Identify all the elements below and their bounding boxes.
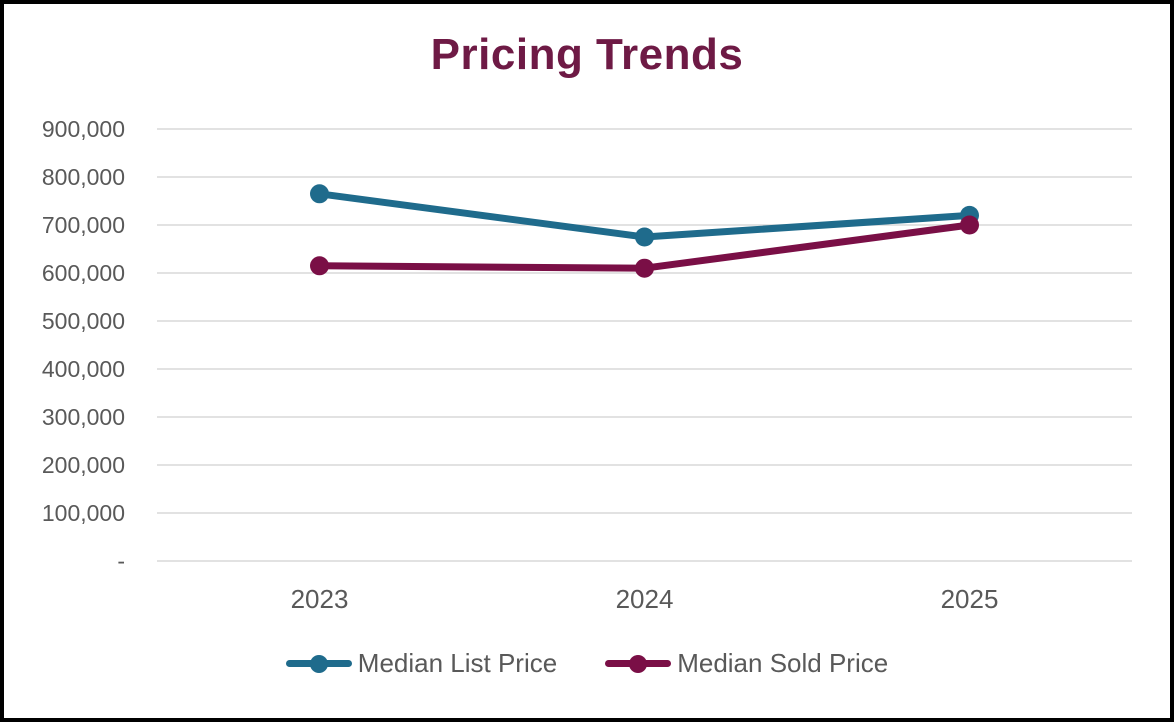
data-point-marker <box>310 256 329 276</box>
x-axis-category-label: 2024 <box>616 584 674 614</box>
y-axis-tick-label: 900,000 <box>42 116 125 142</box>
data-point-marker <box>635 227 654 247</box>
legend-label: Median Sold Price <box>677 648 889 678</box>
data-point-marker <box>960 215 979 235</box>
y-axis-tick-label: 400,000 <box>42 356 125 382</box>
legend-item-median-list-price: Median List Price <box>285 648 558 679</box>
data-point-marker <box>310 184 329 204</box>
line-dot-marker-icon <box>285 653 352 675</box>
y-axis-tick-label: 100,000 <box>42 500 125 526</box>
line-dot-marker-icon <box>605 653 672 675</box>
y-axis-tick-label: 200,000 <box>42 452 125 478</box>
legend-label: Median List Price <box>357 648 558 678</box>
data-point-marker <box>635 258 654 278</box>
legend-marker-dot <box>629 654 648 673</box>
chart-title: Pricing Trends <box>430 30 744 79</box>
x-axis-category-label: 2023 <box>291 584 349 614</box>
x-axis-category-label: 2025 <box>941 584 999 614</box>
y-axis-tick-label: 800,000 <box>42 164 125 190</box>
chart-plot-area: - 100,000 200,000 300,000 400,000 500,000 600,… <box>42 116 1132 614</box>
y-axis-tick-label: - <box>117 548 125 574</box>
y-axis-tick-label: 300,000 <box>42 404 125 430</box>
y-axis-tick-label: 500,000 <box>42 308 125 334</box>
chart-legend: Median List Price Median Sold Price <box>4 648 1170 679</box>
y-axis-tick-label: 700,000 <box>42 212 125 238</box>
legend-item-median-sold-price: Median Sold Price <box>605 648 888 679</box>
y-axis-tick-label: 600,000 <box>42 260 125 286</box>
legend-marker-dot <box>309 654 328 673</box>
